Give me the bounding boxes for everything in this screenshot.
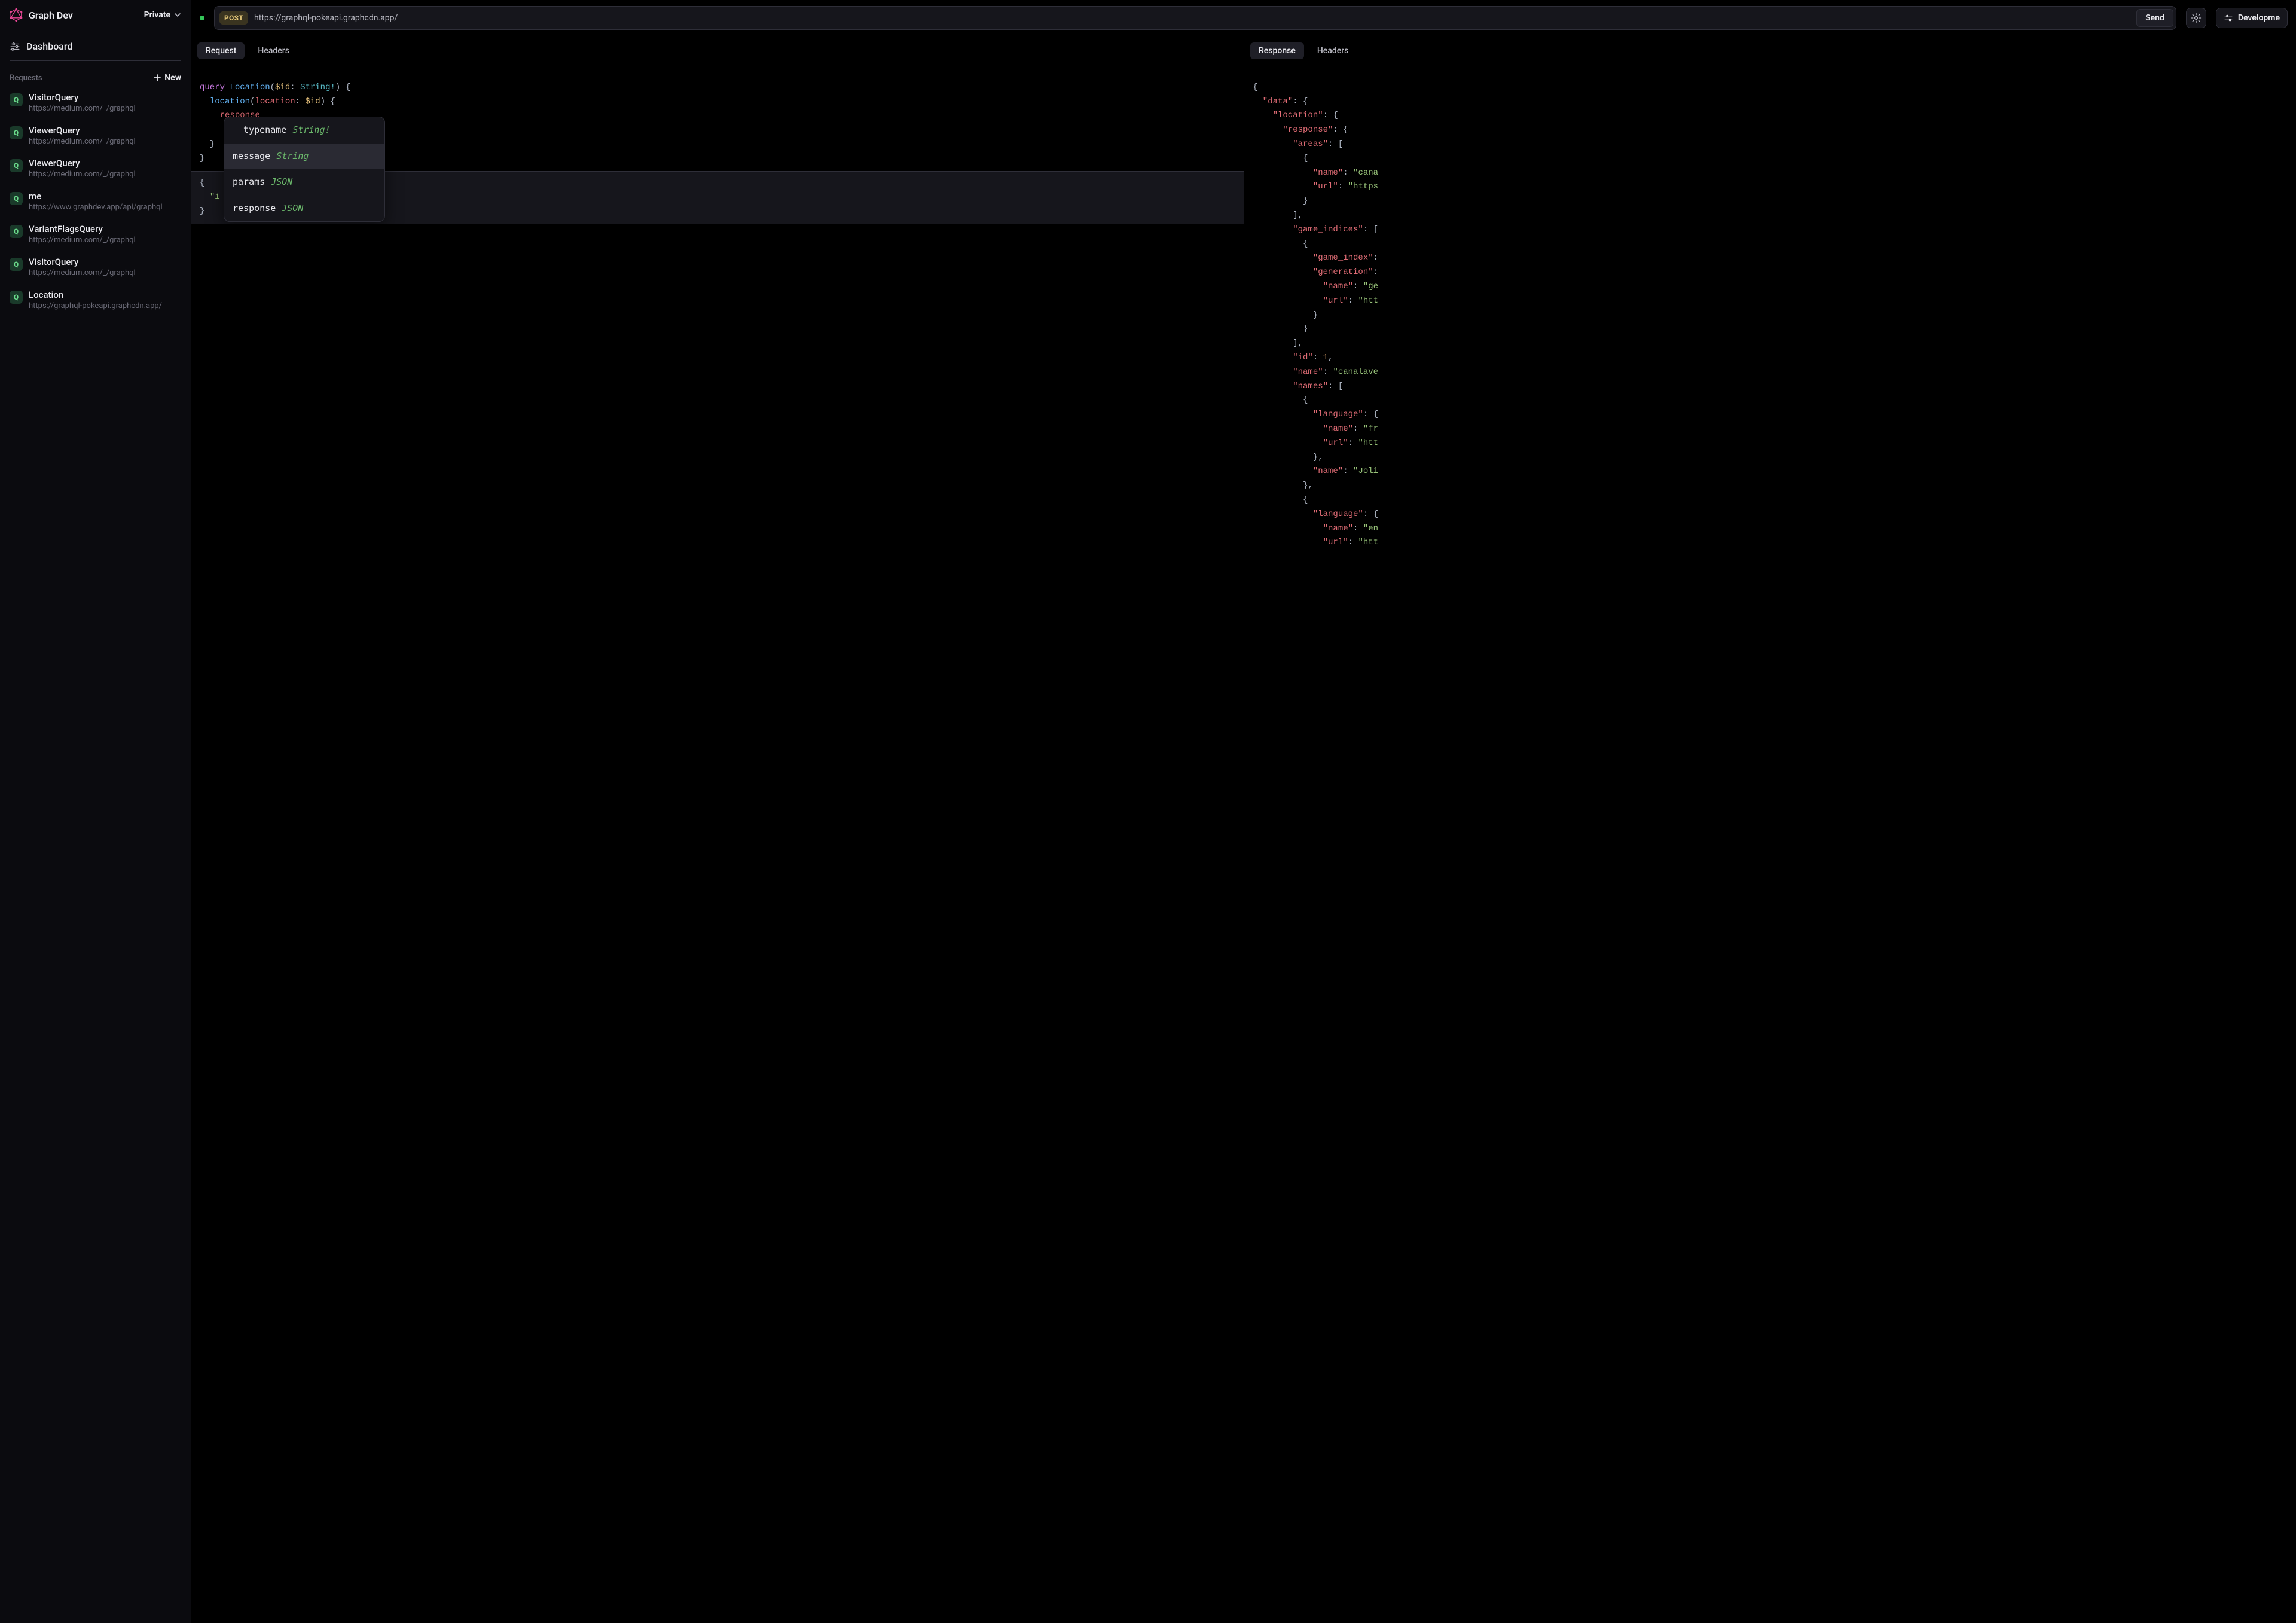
query-badge-icon: Q [10, 258, 23, 271]
request-name: VariantFlagsQuery [29, 224, 136, 234]
response-pane: Response Headers { "data": { "location": … [1244, 36, 2296, 1623]
query-badge-icon: Q [10, 225, 23, 238]
environment-label: Developme [2238, 13, 2280, 23]
response-viewer[interactable]: { "data": { "location": { "response": { … [1244, 59, 2296, 572]
autocomplete-field-type: JSON [271, 175, 292, 190]
request-pane: RequestHeaders query Location($id: Strin… [191, 36, 1244, 1623]
response-tabs: Response Headers [1244, 36, 2296, 59]
http-method-chip: POST [219, 11, 248, 25]
autocomplete-item[interactable]: __typename String! [224, 117, 384, 144]
chevron-down-icon [174, 11, 181, 19]
autocomplete-field-name: message [233, 149, 270, 164]
autocomplete-item[interactable]: message String [224, 144, 384, 170]
request-url: https://medium.com/_/graphql [29, 269, 136, 277]
tab-headers[interactable]: Headers [249, 42, 298, 59]
nav-dashboard-label: Dashboard [26, 41, 72, 52]
autocomplete-field-type: String! [292, 123, 330, 138]
sliders-icon [10, 41, 20, 52]
request-item[interactable]: Q ViewerQueryhttps://medium.com/_/graphql [0, 119, 191, 152]
new-request-button[interactable]: New [154, 73, 181, 83]
request-item[interactable]: Q Locationhttps://graphql-pokeapi.graphcd… [0, 283, 191, 316]
request-tabs: RequestHeaders [191, 36, 1244, 59]
autocomplete-field-name: response [233, 201, 276, 216]
brand-row: Graph Dev Private [0, 0, 191, 30]
request-url: https://www.graphdev.app/api/graphql [29, 203, 163, 212]
request-name: ViewerQuery [29, 158, 136, 169]
send-button[interactable]: Send [2136, 9, 2173, 27]
nav-dashboard[interactable]: Dashboard [10, 41, 181, 61]
request-url: https://medium.com/_/graphql [29, 104, 136, 113]
request-item[interactable]: Q VisitorQuery https://medium.com/_/graphq… [0, 251, 191, 283]
request-item[interactable]: Q VariantFlagsQuery https://medium.com/_/g… [0, 218, 191, 251]
topbar: POST https://graphql-pokeapi.graphcdn.ap… [191, 0, 2296, 36]
query-badge-icon: Q [10, 93, 23, 106]
graphql-logo-icon [10, 8, 23, 22]
request-list: QVisitorQueryhttps://medium.com/_/graphq… [0, 86, 191, 316]
request-url: https://medium.com/_/graphql [29, 137, 136, 146]
sidebar: Graph Dev Private Dashboard Requests [0, 0, 191, 1623]
tab-response[interactable]: Response [1250, 42, 1304, 59]
query-badge-icon: Q [10, 192, 23, 205]
autocomplete-field-name: __typename [233, 123, 286, 138]
request-url: https://medium.com/_/graphql [29, 236, 136, 245]
visibility-label: Private [144, 10, 170, 20]
request-item[interactable]: Q ViewerQueryhttps://medium.com/_/graphql [0, 152, 191, 185]
requests-header: Requests New [0, 67, 191, 86]
query-editor[interactable]: query Location($id: String!) { location(… [191, 59, 1244, 303]
autocomplete-field-type: JSON [282, 201, 303, 216]
requests-title: Requests [10, 74, 42, 83]
sliders-icon [2224, 13, 2233, 23]
request-name: VisitorQuery [29, 92, 136, 103]
status-dot-icon [200, 16, 204, 20]
brand[interactable]: Graph Dev [10, 8, 73, 22]
request-url: https://graphql-pokeapi.graphcdn.app/ [29, 301, 162, 310]
main: POST https://graphql-pokeapi.graphcdn.ap… [191, 0, 2296, 1623]
request-name: VisitorQuery [29, 257, 136, 267]
request-name: ViewerQuery [29, 125, 136, 136]
endpoint-url: https://graphql-pokeapi.graphcdn.app/ [254, 13, 2130, 23]
request-item[interactable]: Qmehttps://www.graphdev.app/api/graphql [0, 185, 191, 218]
tab-request[interactable]: Request [197, 42, 245, 59]
request-item[interactable]: Q VisitorQueryhttps://medium.com/_/graphq… [0, 86, 191, 119]
visibility-dropdown[interactable]: Private [144, 10, 181, 20]
settings-button[interactable] [2186, 8, 2206, 28]
query-badge-icon: Q [10, 159, 23, 172]
query-badge-icon: Q [10, 126, 23, 139]
plus-icon [154, 74, 161, 81]
tab-headers[interactable]: Headers [1309, 42, 1357, 59]
request-name: me [29, 191, 163, 202]
environment-dropdown[interactable]: Developme [2216, 8, 2288, 28]
gear-icon [2191, 13, 2202, 23]
autocomplete-field-name: params [233, 175, 265, 190]
autocomplete-field-type: String [276, 149, 309, 164]
autocomplete-item[interactable]: params JSON [224, 169, 384, 196]
brand-name: Graph Dev [29, 10, 73, 21]
autocomplete-popup: __typename String! message String params JSON… [224, 117, 385, 222]
query-badge-icon: Q [10, 291, 23, 304]
request-url: https://medium.com/_/graphql [29, 170, 136, 179]
autocomplete-item[interactable]: response JSON [224, 196, 384, 222]
new-request-label: New [164, 73, 181, 83]
url-bar[interactable]: POST https://graphql-pokeapi.graphcdn.ap… [214, 6, 2176, 30]
request-name: Location [29, 289, 162, 300]
